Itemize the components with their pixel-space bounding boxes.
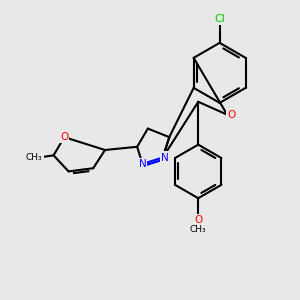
Text: O: O [227, 110, 236, 120]
Text: O: O [194, 214, 202, 225]
Text: N: N [139, 159, 146, 169]
Text: N: N [161, 152, 169, 163]
Text: CH₃: CH₃ [190, 225, 206, 234]
Text: CH₃: CH₃ [26, 153, 43, 162]
Text: Cl: Cl [214, 14, 225, 24]
Text: O: O [60, 132, 68, 142]
